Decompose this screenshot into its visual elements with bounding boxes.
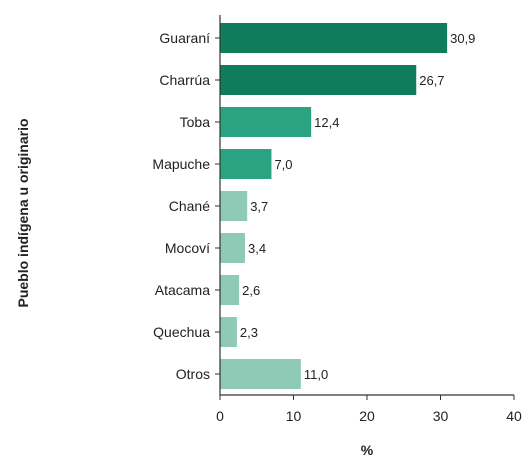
x-tick-label-3: 30	[433, 408, 449, 424]
x-tick-label-4: 40	[506, 408, 522, 424]
bar-7	[220, 317, 237, 347]
category-label-6: Atacama	[155, 282, 210, 298]
bar-1	[220, 65, 417, 95]
bar-4	[220, 191, 248, 221]
axes-group: 0 10 20 30 40	[215, 15, 522, 424]
category-label-5: Mocoví	[165, 240, 210, 256]
value-label-8: 11,0	[304, 367, 328, 382]
category-label-8: Otros	[176, 366, 210, 382]
value-label-0: 30,9	[450, 31, 475, 46]
value-label-4: 3,7	[250, 199, 268, 214]
x-tick-label-0: 0	[216, 408, 224, 424]
x-axis-title: %	[361, 442, 374, 458]
category-label-3: Mapuche	[152, 156, 210, 172]
bar-3	[220, 149, 272, 179]
bar-0	[220, 23, 448, 53]
value-label-6: 2,6	[242, 283, 260, 298]
x-tick-label-2: 20	[359, 408, 375, 424]
bars-group: Guaraní 30,9 Charrúa 26,7 Toba 12,4 Mapuche 7,0…	[152, 23, 475, 389]
value-label-3: 7,0	[274, 157, 292, 172]
bar-6	[220, 275, 240, 305]
value-label-1: 26,7	[419, 73, 444, 88]
category-label-1: Charrúa	[159, 72, 210, 88]
bar-2	[220, 107, 312, 137]
category-label-0: Guaraní	[159, 30, 210, 46]
value-label-7: 2,3	[240, 325, 258, 340]
category-label-4: Chané	[169, 198, 210, 214]
x-tick-label-1: 10	[286, 408, 302, 424]
bar-5	[220, 233, 245, 263]
value-label-2: 12,4	[314, 115, 339, 130]
y-axis-title: Pueblo indígena u originario	[15, 118, 31, 307]
bar-8	[220, 359, 301, 389]
value-label-5: 3,4	[248, 241, 266, 256]
category-label-2: Toba	[180, 114, 211, 130]
category-label-7: Quechua	[153, 324, 210, 340]
